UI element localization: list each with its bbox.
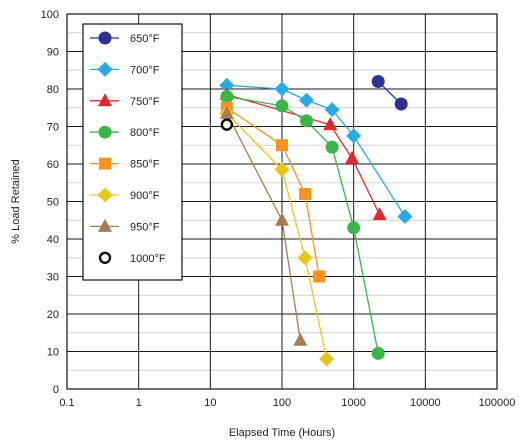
x-tick-label: 10000 — [410, 397, 441, 409]
legend-label: 650°F — [130, 33, 160, 45]
legend-marker — [97, 61, 113, 77]
data-point — [345, 150, 360, 164]
data-point — [325, 140, 339, 154]
y-tick-label: 60 — [47, 159, 59, 171]
legend-marker — [98, 251, 112, 264]
data-point — [299, 92, 315, 108]
legend-entry-700f: 700°F — [90, 61, 160, 77]
data-point — [397, 209, 413, 224]
data-point — [275, 99, 289, 113]
legend-entry-850f: 850°F — [90, 157, 160, 171]
y-tick-label: 50 — [47, 197, 59, 209]
legend-marker — [97, 187, 113, 203]
series-650f — [371, 75, 408, 111]
y-tick-label: 80 — [47, 84, 59, 96]
x-axis-label: Elapsed Time (Hours) — [229, 427, 335, 439]
series-line — [226, 84, 406, 217]
plot-frame — [66, 13, 498, 390]
legend-label: 1000°F — [130, 253, 166, 265]
legend-entry-800f: 800°F — [90, 125, 160, 139]
legend-label: 900°F — [130, 190, 160, 202]
x-tick-label: 10 — [204, 397, 216, 409]
legend-label: 800°F — [130, 127, 160, 139]
x-tick-label: 1000 — [341, 397, 365, 409]
data-point — [276, 139, 288, 152]
data-point — [313, 270, 326, 283]
data-point — [394, 97, 408, 111]
data-point — [299, 188, 312, 200]
series-700f — [219, 77, 413, 224]
data-point — [346, 128, 362, 144]
y-tick-label: 90 — [47, 47, 59, 59]
legend-marker — [99, 157, 111, 170]
data-point — [319, 351, 335, 367]
data-point — [323, 117, 338, 131]
legend: 650°F 700°F 750°F 800°F 850°F 900°F 950°F 1000°… — [82, 23, 183, 281]
y-tick-label: 0 — [53, 384, 59, 396]
series-1000f — [220, 118, 234, 131]
legend-entry-950f: 950°F — [90, 218, 160, 233]
axes: 0 10 20 30 40 50 60 70 80 90 100 0.1 1 10 100 1000 10000… — [41, 9, 516, 409]
legend-marker — [98, 125, 112, 139]
series-750f — [219, 87, 387, 221]
legend-entry-1000f: 1000°F — [98, 251, 166, 265]
series-800f — [220, 90, 385, 360]
y-tick-label: 40 — [47, 234, 59, 246]
data-point — [293, 332, 308, 346]
legend-label: 950°F — [130, 221, 160, 233]
x-tick-label: 1 — [136, 397, 142, 409]
legend-entry-750f: 750°F — [90, 93, 160, 108]
data-point — [347, 221, 361, 235]
y-tick-label: 10 — [47, 347, 59, 359]
data-point — [324, 102, 340, 118]
data-point — [219, 77, 235, 93]
series-line — [226, 107, 320, 277]
data-point — [372, 207, 387, 221]
series-950f — [219, 105, 308, 346]
y-tick-label: 30 — [47, 272, 59, 284]
legend-marker — [98, 93, 112, 107]
data-point — [297, 250, 313, 266]
data-point — [275, 212, 289, 226]
series-layer — [219, 75, 413, 367]
data-point — [220, 118, 234, 131]
series-line — [226, 112, 328, 360]
data-point — [371, 75, 385, 88]
y-tick-label: 20 — [47, 309, 59, 321]
legend-marker — [98, 218, 112, 232]
data-point — [274, 162, 290, 178]
legend-entry-650f: 650°F — [90, 31, 160, 45]
data-point — [219, 105, 234, 119]
y-tick-label: 100 — [41, 9, 59, 21]
y-tick-label: 70 — [47, 122, 59, 134]
x-tick-label: 0.1 — [59, 397, 74, 409]
legend-marker — [98, 31, 112, 45]
series-line — [226, 95, 379, 354]
data-point — [371, 346, 385, 360]
data-point — [274, 81, 290, 97]
data-point — [220, 90, 234, 103]
y-axis-label: % Load Retained — [10, 159, 22, 243]
legend-label: 850°F — [130, 159, 160, 171]
series-line — [226, 113, 301, 341]
legend-box — [82, 23, 183, 281]
x-tick-label: 100 — [273, 397, 291, 409]
legend-label: 750°F — [130, 96, 160, 108]
data-point — [300, 114, 314, 128]
legend-label: 700°F — [130, 64, 160, 76]
legend-entry-900f: 900°F — [90, 187, 160, 203]
x-tick-label: 100000 — [479, 397, 516, 409]
